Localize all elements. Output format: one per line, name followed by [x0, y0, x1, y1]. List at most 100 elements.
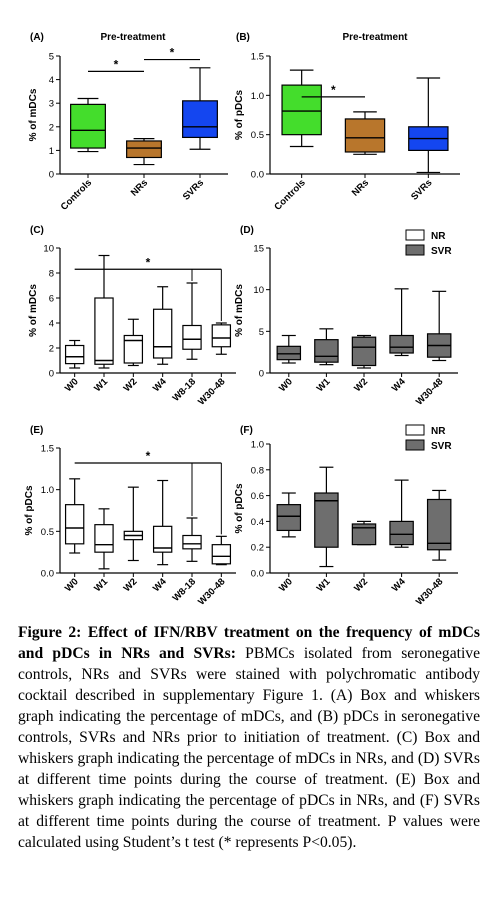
x-tick-label: W4	[151, 576, 169, 594]
box-iqr	[351, 523, 377, 546]
significance-bracket: *	[144, 46, 200, 61]
x-tick-label: W0	[63, 576, 81, 594]
x-tick-label: NRs	[350, 177, 371, 198]
box-w2	[123, 486, 144, 562]
y-tick-label: 15	[253, 244, 264, 255]
x-tick-label: W30-48	[414, 576, 445, 607]
significance-bracket: *	[74, 449, 222, 535]
x-tick-label: W1	[92, 376, 110, 394]
panel-b: (B) Pre-treatment 0.0 0.5 1.0 1.5 % of pDCs Con…	[234, 32, 460, 213]
box-iqr	[276, 504, 302, 532]
legend-swatch	[405, 244, 425, 256]
box-svrs	[408, 77, 449, 174]
panel-f: (F) 0.0 0.2 0.4 0.6 0.8 1.0 % of pDCs W0 W1 W2 W4 W3…	[234, 425, 458, 608]
box-w1	[314, 466, 339, 568]
figure-caption: Figure 2: Effect of IFN/RBV treatment on…	[18, 622, 480, 853]
box-w4	[389, 479, 414, 548]
y-axis-label: % of mDCs	[28, 88, 39, 141]
figure-panels: (A) Pre-treatment 0 1 2 3 4 5 % of mDCs Controls N…	[24, 32, 460, 608]
panel-label: (E)	[30, 425, 43, 436]
y-tick-label: 0	[259, 369, 264, 380]
significance-bracket: *	[74, 255, 222, 321]
x-tick-label: W8-18	[171, 576, 199, 604]
box-iqr	[389, 334, 414, 354]
box-iqr	[314, 492, 339, 548]
significance-star: *	[170, 46, 175, 60]
box-w2	[351, 520, 377, 546]
significance-bracket: *	[301, 83, 365, 98]
x-tick-label: W30-48	[196, 576, 227, 607]
y-tick-label: 0.0	[251, 170, 264, 181]
y-tick-label: 0.0	[41, 569, 54, 580]
box-w4	[152, 286, 173, 365]
box-w0	[64, 339, 85, 369]
panel-label: (C)	[30, 225, 44, 236]
y-tick-label: 5	[49, 52, 54, 63]
x-tick-label: W0	[63, 376, 81, 394]
significance-star: *	[114, 57, 119, 71]
legend: NR SVR	[405, 424, 452, 452]
y-tick-label: 2	[49, 344, 54, 355]
box-controls	[281, 69, 322, 148]
y-tick-label: 0.8	[251, 465, 264, 476]
box-iqr	[281, 84, 322, 136]
box-iqr	[64, 344, 85, 365]
box-iqr	[211, 324, 232, 348]
y-axis-label: % of pDCs	[234, 90, 245, 140]
x-tick-label: W1	[92, 576, 110, 594]
x-tick-label: W4	[151, 376, 169, 394]
x-tick-label: W0	[277, 576, 295, 594]
box-nrs	[344, 111, 386, 155]
legend-label: SVR	[431, 246, 452, 257]
panel-label: (B)	[236, 32, 250, 43]
box-w30-48	[426, 290, 452, 362]
y-tick-label: 0.5	[251, 130, 264, 141]
y-axis-label: % of mDCs	[28, 284, 39, 337]
x-tick-label: W4	[390, 376, 408, 394]
y-tick-label: 1.0	[41, 485, 54, 496]
y-tick-label: 0.5	[41, 527, 54, 538]
y-tick-label: 4	[49, 319, 54, 330]
y-tick-label: 10	[253, 285, 264, 296]
y-tick-label: 1.0	[251, 91, 264, 102]
y-tick-label: 2	[49, 122, 54, 133]
box-iqr	[314, 339, 339, 363]
significance-bracket: *	[88, 57, 144, 72]
box-iqr	[276, 345, 302, 361]
box-iqr	[182, 534, 202, 550]
x-tick-label: W1	[315, 376, 333, 394]
y-tick-label: 0.4	[251, 517, 264, 528]
x-tick-label: NRs	[129, 177, 150, 198]
box-iqr	[389, 520, 414, 546]
x-tick-label: W30-48	[414, 376, 445, 407]
box-w0	[64, 478, 85, 554]
box-iqr	[126, 140, 162, 159]
y-axis-label: % of pDCs	[234, 483, 245, 533]
box-w4	[389, 288, 414, 357]
y-tick-label: 4	[49, 75, 54, 86]
box-w4	[152, 479, 173, 566]
y-tick-label: 1	[49, 146, 54, 157]
y-axis-label: % of mDCs	[234, 284, 245, 337]
y-tick-label: 8	[49, 269, 54, 280]
x-tick-label: Controls	[59, 177, 94, 212]
legend: NR SVR	[405, 229, 452, 257]
x-tick-label: W0	[277, 376, 295, 394]
box-w30-48	[211, 535, 232, 566]
x-tick-label: W2	[122, 376, 140, 394]
box-iqr	[152, 308, 173, 359]
box-w2	[123, 318, 144, 367]
x-tick-label: W8-18	[171, 376, 199, 404]
box-iqr	[211, 544, 232, 565]
box-iqr	[64, 504, 85, 545]
box-iqr	[426, 498, 452, 551]
significance-star: *	[331, 83, 336, 97]
panel-a: (A) Pre-treatment 0 1 2 3 4 5 % of mDCs Controls N…	[28, 32, 228, 213]
box-iqr	[94, 297, 114, 365]
box-iqr	[152, 525, 173, 553]
box-w0	[276, 334, 302, 364]
box-nrs	[126, 138, 162, 166]
box-iqr	[182, 100, 218, 139]
panel-label: (F)	[240, 425, 253, 436]
